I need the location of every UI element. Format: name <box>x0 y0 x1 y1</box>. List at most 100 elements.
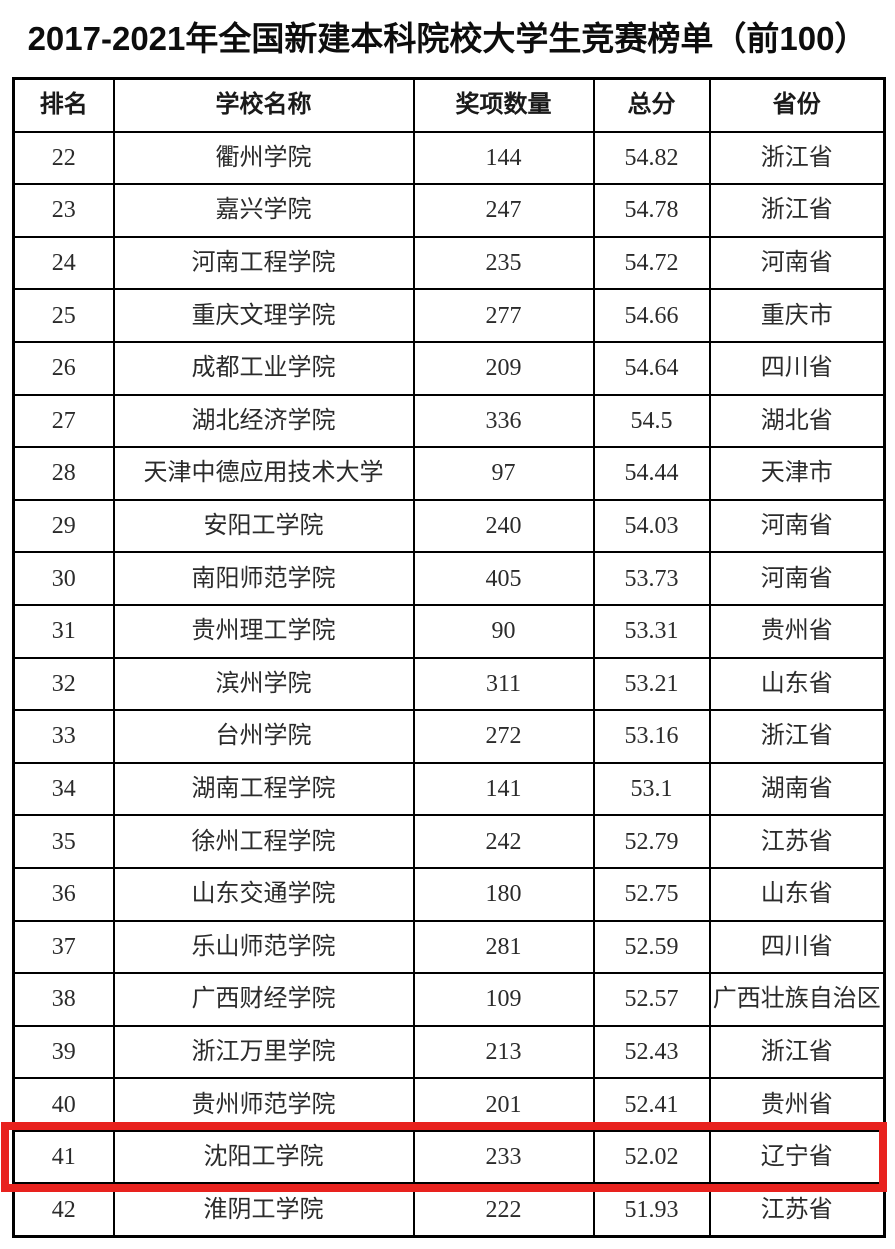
rank-cell: 30 <box>12 551 115 606</box>
school-cell: 广西财经学院 <box>112 972 415 1027</box>
school-cell: 衢州学院 <box>112 130 415 186</box>
province-cell: 贵州省 <box>708 603 886 659</box>
province-cell: 广西壮族自治区 <box>708 972 886 1027</box>
table-row: 35 徐州工程学院 242 52.79 江苏省 <box>12 814 886 869</box>
score-cell: 52.57 <box>592 972 711 1027</box>
score-cell: 53.21 <box>592 656 711 712</box>
province-cell: 河南省 <box>708 551 886 606</box>
table-row: 42 淮阴工学院 222 51.93 江苏省 <box>12 1182 886 1238</box>
score-cell: 54.64 <box>592 340 711 396</box>
awards-cell: 242 <box>412 814 595 869</box>
header-province: 省份 <box>708 77 886 133</box>
table-row: 39 浙江万里学院 213 52.43 浙江省 <box>12 1024 886 1080</box>
province-cell: 浙江省 <box>708 130 886 186</box>
score-cell: 52.59 <box>592 919 711 975</box>
header-awards: 奖项数量 <box>412 77 595 133</box>
school-cell: 重庆文理学院 <box>112 288 415 343</box>
province-cell: 湖南省 <box>708 761 886 817</box>
province-cell: 浙江省 <box>708 1024 886 1080</box>
province-cell: 四川省 <box>708 340 886 396</box>
awards-cell: 311 <box>412 656 595 712</box>
table-row: 25 重庆文理学院 277 54.66 重庆市 <box>12 288 886 343</box>
rank-cell: 29 <box>12 498 115 554</box>
score-cell: 52.43 <box>592 1024 711 1080</box>
school-cell: 湖南工程学院 <box>112 761 415 817</box>
rank-cell: 36 <box>12 866 115 922</box>
rank-cell: 38 <box>12 972 115 1027</box>
school-cell: 河南工程学院 <box>112 235 415 291</box>
province-cell: 四川省 <box>708 919 886 975</box>
table-body: 22 衢州学院 144 54.82 浙江省 23 嘉兴学院 247 54.78 … <box>12 130 886 1238</box>
school-cell: 徐州工程学院 <box>112 814 415 869</box>
rank-cell: 33 <box>12 709 115 764</box>
awards-cell: 209 <box>412 340 595 396</box>
province-cell: 浙江省 <box>708 709 886 764</box>
school-cell: 淮阴工学院 <box>112 1182 415 1238</box>
table-row: 26 成都工业学院 209 54.64 四川省 <box>12 340 886 396</box>
ranking-table: 排名 学校名称 奖项数量 总分 省份 22 衢州学院 144 54.82 浙江省… <box>12 77 886 1239</box>
table-row: 32 滨州学院 311 53.21 山东省 <box>12 656 886 712</box>
score-cell: 54.82 <box>592 130 711 186</box>
rank-cell: 34 <box>12 761 115 817</box>
awards-cell: 109 <box>412 972 595 1027</box>
awards-cell: 97 <box>412 446 595 501</box>
table-row: 34 湖南工程学院 141 53.1 湖南省 <box>12 761 886 817</box>
score-cell: 52.41 <box>592 1077 711 1132</box>
awards-cell: 272 <box>412 709 595 764</box>
header-rank: 排名 <box>12 77 115 133</box>
score-cell: 53.1 <box>592 761 711 817</box>
table-row: 29 安阳工学院 240 54.03 河南省 <box>12 498 886 554</box>
rank-cell: 39 <box>12 1024 115 1080</box>
awards-cell: 240 <box>412 498 595 554</box>
school-cell: 成都工业学院 <box>112 340 415 396</box>
table-row: 38 广西财经学院 109 52.57 广西壮族自治区 <box>12 972 886 1027</box>
rank-cell: 32 <box>12 656 115 712</box>
province-cell: 浙江省 <box>708 183 886 238</box>
table-row: 23 嘉兴学院 247 54.78 浙江省 <box>12 183 886 238</box>
school-cell: 沈阳工学院 <box>112 1129 415 1185</box>
header-school: 学校名称 <box>112 77 415 133</box>
rank-cell: 31 <box>12 603 115 659</box>
rank-cell: 42 <box>12 1182 115 1238</box>
table-row: 41 沈阳工学院 233 52.02 辽宁省 <box>12 1129 886 1185</box>
awards-cell: 281 <box>412 919 595 975</box>
table-row: 28 天津中德应用技术大学 97 54.44 天津市 <box>12 446 886 501</box>
score-cell: 51.93 <box>592 1182 711 1238</box>
awards-cell: 141 <box>412 761 595 817</box>
header-row: 排名 学校名称 奖项数量 总分 省份 <box>12 77 886 133</box>
awards-cell: 90 <box>412 603 595 659</box>
table-row: 24 河南工程学院 235 54.72 河南省 <box>12 235 886 291</box>
awards-cell: 277 <box>412 288 595 343</box>
score-cell: 52.02 <box>592 1129 711 1185</box>
table-row: 30 南阳师范学院 405 53.73 河南省 <box>12 551 886 606</box>
school-cell: 南阳师范学院 <box>112 551 415 606</box>
province-cell: 河南省 <box>708 498 886 554</box>
awards-cell: 213 <box>412 1024 595 1080</box>
school-cell: 山东交通学院 <box>112 866 415 922</box>
score-cell: 54.66 <box>592 288 711 343</box>
table-row: 40 贵州师范学院 201 52.41 贵州省 <box>12 1077 886 1132</box>
rank-cell: 37 <box>12 919 115 975</box>
awards-cell: 405 <box>412 551 595 606</box>
school-cell: 贵州师范学院 <box>112 1077 415 1132</box>
rank-cell: 35 <box>12 814 115 869</box>
table-row: 36 山东交通学院 180 52.75 山东省 <box>12 866 886 922</box>
province-cell: 贵州省 <box>708 1077 886 1132</box>
awards-cell: 235 <box>412 235 595 291</box>
school-cell: 湖北经济学院 <box>112 393 415 449</box>
rank-cell: 22 <box>12 130 115 186</box>
rank-cell: 28 <box>12 446 115 501</box>
rank-cell: 27 <box>12 393 115 449</box>
province-cell: 山东省 <box>708 866 886 922</box>
table-row: 37 乐山师范学院 281 52.59 四川省 <box>12 919 886 975</box>
score-cell: 54.78 <box>592 183 711 238</box>
awards-cell: 336 <box>412 393 595 449</box>
school-cell: 贵州理工学院 <box>112 603 415 659</box>
school-cell: 天津中德应用技术大学 <box>112 446 415 501</box>
score-cell: 54.03 <box>592 498 711 554</box>
table-row: 27 湖北经济学院 336 54.5 湖北省 <box>12 393 886 449</box>
school-cell: 嘉兴学院 <box>112 183 415 238</box>
rank-cell: 26 <box>12 340 115 396</box>
rank-cell: 41 <box>12 1129 115 1185</box>
table-row: 22 衢州学院 144 54.82 浙江省 <box>12 130 886 186</box>
